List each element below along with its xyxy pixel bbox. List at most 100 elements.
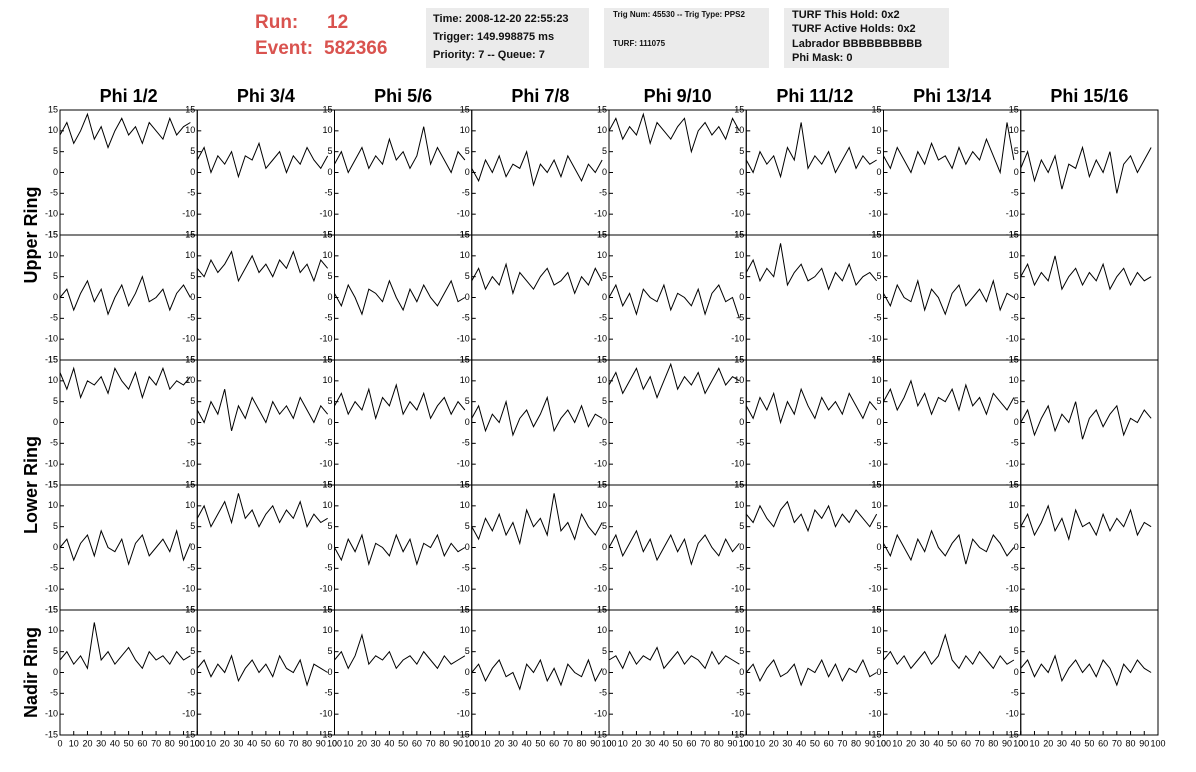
x-tick-label: 60	[824, 738, 834, 748]
waveform	[334, 279, 466, 316]
y-tick-label: 10	[1009, 500, 1019, 510]
y-tick-label: 5	[190, 146, 195, 156]
y-tick-label: 15	[48, 479, 58, 489]
y-tick-label: -15	[319, 354, 332, 364]
y-tick-label: 5	[53, 146, 58, 156]
y-tick-label: 10	[734, 625, 744, 635]
y-tick-label: -15	[868, 729, 881, 739]
x-tick-label: 20	[631, 738, 641, 748]
y-tick-label: -5	[736, 313, 744, 323]
y-tick-label: -10	[182, 209, 195, 219]
panel-frame	[1020, 234, 1159, 361]
waveform	[608, 646, 740, 670]
y-tick-label: -15	[319, 604, 332, 614]
y-tick-label: -5	[873, 688, 881, 698]
y-tick-label: 0	[876, 292, 881, 302]
x-tick-label: 0	[469, 738, 474, 748]
y-tick-label: 15	[460, 479, 470, 489]
y-tick-label: 15	[597, 229, 607, 239]
y-tick-label: 15	[734, 354, 744, 364]
y-tick-label: -15	[182, 354, 195, 364]
y-tick-label: 5	[53, 646, 58, 656]
y-tick-label: -5	[187, 438, 195, 448]
y-tick-label: 15	[1009, 479, 1019, 489]
x-tick-label: 60	[275, 738, 285, 748]
waveform	[196, 654, 328, 687]
y-tick-label: -15	[868, 479, 881, 489]
y-tick-label: 0	[327, 417, 332, 427]
panel-frame	[608, 609, 747, 736]
y-tick-label: 10	[322, 125, 332, 135]
y-tick-label: 10	[48, 250, 58, 260]
panel-frame	[59, 109, 198, 236]
y-tick-label: 0	[465, 292, 470, 302]
y-tick-label: -5	[50, 188, 58, 198]
waveform	[883, 529, 1015, 565]
column-title: Phi 15/16	[1050, 86, 1128, 106]
y-tick-label: 15	[871, 229, 881, 239]
x-tick-label: 70	[426, 738, 436, 748]
y-tick-label: 0	[190, 292, 195, 302]
y-tick-label: 10	[871, 125, 881, 135]
y-tick-label: 10	[1009, 250, 1019, 260]
y-tick-label: -5	[324, 438, 332, 448]
y-tick-label: -15	[319, 479, 332, 489]
x-tick-label: 10	[1029, 738, 1039, 748]
y-tick-label: 10	[185, 375, 195, 385]
x-tick-label: 80	[439, 738, 449, 748]
x-tick-label: 0	[606, 738, 611, 748]
panel-frame	[883, 609, 1022, 736]
y-tick-label: -15	[319, 729, 332, 739]
time: Time: 2008-12-20 22:55:23	[433, 13, 569, 25]
x-tick-label: 50	[810, 738, 820, 748]
x-tick-label: 40	[796, 738, 806, 748]
x-tick-label: 60	[549, 738, 559, 748]
waveform	[59, 112, 191, 149]
y-tick-label: -10	[868, 459, 881, 469]
y-tick-label: 0	[602, 667, 607, 677]
y-tick-label: -5	[324, 188, 332, 198]
x-tick-label: 40	[522, 738, 532, 748]
y-tick-label: -10	[1006, 709, 1019, 719]
y-tick-label: 5	[876, 646, 881, 656]
y-tick-label: 5	[739, 521, 744, 531]
y-tick-label: 10	[185, 625, 195, 635]
waveform	[59, 275, 191, 316]
y-tick-label: 15	[734, 104, 744, 114]
x-tick-label: 30	[782, 738, 792, 748]
y-tick-label: 15	[185, 354, 195, 364]
x-tick-label: 60	[412, 738, 422, 748]
y-tick-label: 5	[876, 521, 881, 531]
panel-frame	[196, 484, 335, 611]
y-tick-label: 10	[48, 625, 58, 635]
y-tick-label: 10	[460, 375, 470, 385]
priority: Priority: 7 -- Queue: 7	[433, 49, 545, 61]
y-tick-label: 5	[327, 521, 332, 531]
y-tick-label: -10	[457, 459, 470, 469]
y-tick-label: 10	[460, 125, 470, 135]
x-tick-label: 10	[892, 738, 902, 748]
x-tick-label: 70	[563, 738, 573, 748]
x-tick-label: 30	[233, 738, 243, 748]
x-tick-label: 0	[744, 738, 749, 748]
x-tick-label: 40	[110, 738, 120, 748]
x-tick-label: 70	[837, 738, 847, 748]
y-tick-label: 10	[734, 125, 744, 135]
row-label: Upper Ring	[21, 187, 41, 284]
y-tick-label: -10	[457, 584, 470, 594]
y-tick-label: 5	[602, 646, 607, 656]
x-tick-label: 90	[1002, 738, 1012, 748]
y-tick-label: 15	[871, 104, 881, 114]
y-tick-label: 5	[1014, 521, 1019, 531]
y-tick-label: -10	[594, 209, 607, 219]
y-tick-label: 5	[190, 646, 195, 656]
y-tick-label: 0	[190, 167, 195, 177]
row-label: Lower Ring	[21, 436, 41, 534]
panel-frame	[196, 609, 335, 736]
y-tick-label: -5	[1011, 313, 1019, 323]
x-tick-label: 70	[700, 738, 710, 748]
y-tick-label: -5	[599, 688, 607, 698]
waveform	[196, 493, 328, 528]
y-tick-label: 5	[1014, 271, 1019, 281]
run-value: 12	[327, 12, 348, 33]
